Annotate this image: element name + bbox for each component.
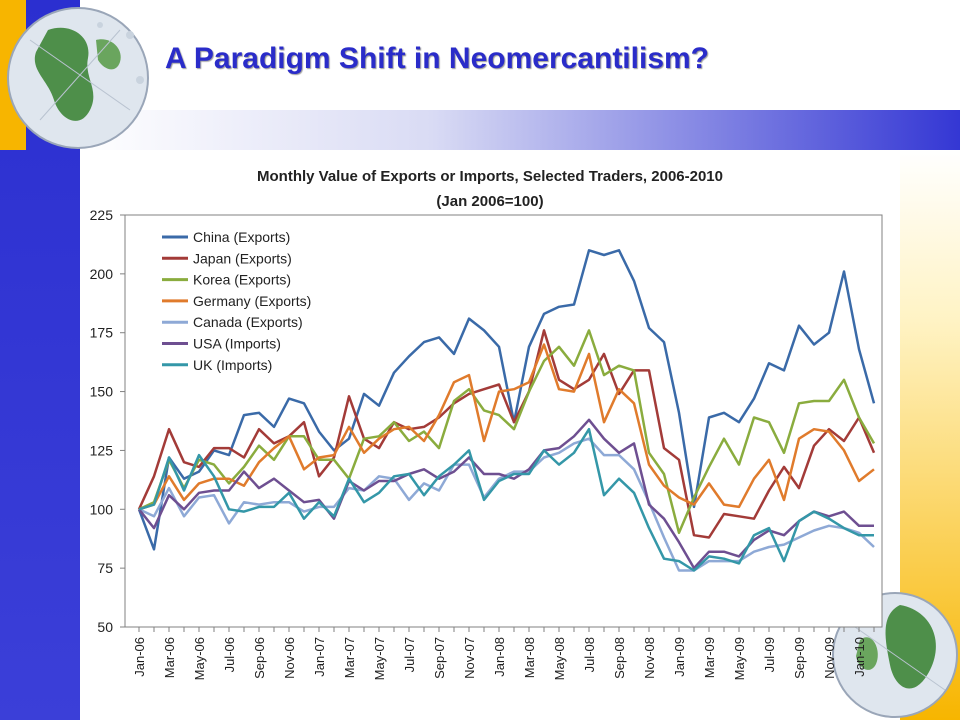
x-tick-label: May-08	[552, 637, 567, 680]
x-tick-label: Jul-07	[402, 637, 417, 672]
x-tick-label: Nov-07	[462, 637, 477, 679]
y-tick-label: 125	[90, 442, 114, 458]
x-tick-label: Mar-09	[702, 637, 717, 678]
x-tick-label: May-06	[192, 637, 207, 680]
chart-title: Monthly Value of Exports or Imports, Sel…	[257, 168, 723, 185]
header-gradient-strip	[80, 110, 960, 150]
y-tick-label: 150	[90, 384, 114, 400]
legend-label: Korea (Exports)	[193, 272, 291, 288]
y-axis: 50 75 100 125 150 175 200 225	[90, 207, 125, 635]
legend: China (Exports) Japan (Exports) Korea (Exp…	[162, 229, 311, 373]
x-tick-label: Sep-08	[612, 637, 627, 679]
series-line-6	[138, 427, 874, 572]
legend-label: Germany (Exports)	[193, 293, 311, 309]
series-lines	[137, 249, 876, 572]
y-tick-label: 75	[97, 560, 113, 576]
x-tick-label: Jan-06	[132, 637, 147, 677]
globe-logo-top	[7, 7, 149, 149]
x-tick-label: Jul-09	[762, 637, 777, 672]
y-tick-label: 175	[90, 325, 114, 341]
legend-label: Canada (Exports)	[193, 314, 303, 330]
chart-subtitle: (Jan 2006=100)	[436, 193, 543, 210]
x-tick-label: May-07	[372, 637, 387, 680]
x-tick-label: Jul-08	[582, 637, 597, 672]
x-tick-label: Mar-08	[522, 637, 537, 678]
x-tick-label: Nov-09	[822, 637, 837, 679]
series-line-2	[138, 329, 876, 535]
x-tick-label: Sep-06	[252, 637, 267, 679]
series-line-1	[137, 329, 876, 539]
y-tick-label: 200	[90, 266, 114, 282]
x-tick-label: Jan-08	[492, 637, 507, 677]
x-tick-label: Jan-07	[312, 637, 327, 677]
legend-label: Japan (Exports)	[193, 250, 292, 266]
x-tick-label: Nov-06	[282, 637, 297, 679]
legend-label: USA (Imports)	[193, 336, 281, 352]
x-tick-label: Nov-08	[642, 637, 657, 679]
legend-label: UK (Imports)	[193, 357, 272, 373]
x-tick-label: Mar-06	[162, 637, 177, 678]
series-line-0	[137, 249, 876, 551]
x-tick-label: Sep-07	[432, 637, 447, 679]
legend-label: China (Exports)	[193, 229, 290, 245]
x-tick-label: Jan-10	[852, 637, 867, 677]
y-tick-label: 50	[97, 619, 113, 635]
x-tick-label: Mar-07	[342, 637, 357, 678]
x-tick-label: May-09	[732, 637, 747, 680]
x-tick-label: Jan-09	[672, 637, 687, 677]
slide-title: A Paradigm Shift in Neomercantilism?	[165, 42, 709, 75]
series-line-3	[138, 343, 875, 511]
y-tick-label: 100	[90, 501, 114, 517]
x-axis: Jan-06 Mar-06 May-06 Jul-06 Sep-06 Nov-06 Jan-…	[132, 627, 875, 680]
y-tick-label: 225	[90, 207, 114, 223]
x-tick-label: Sep-09	[792, 637, 807, 679]
x-tick-label: Jul-06	[222, 637, 237, 672]
